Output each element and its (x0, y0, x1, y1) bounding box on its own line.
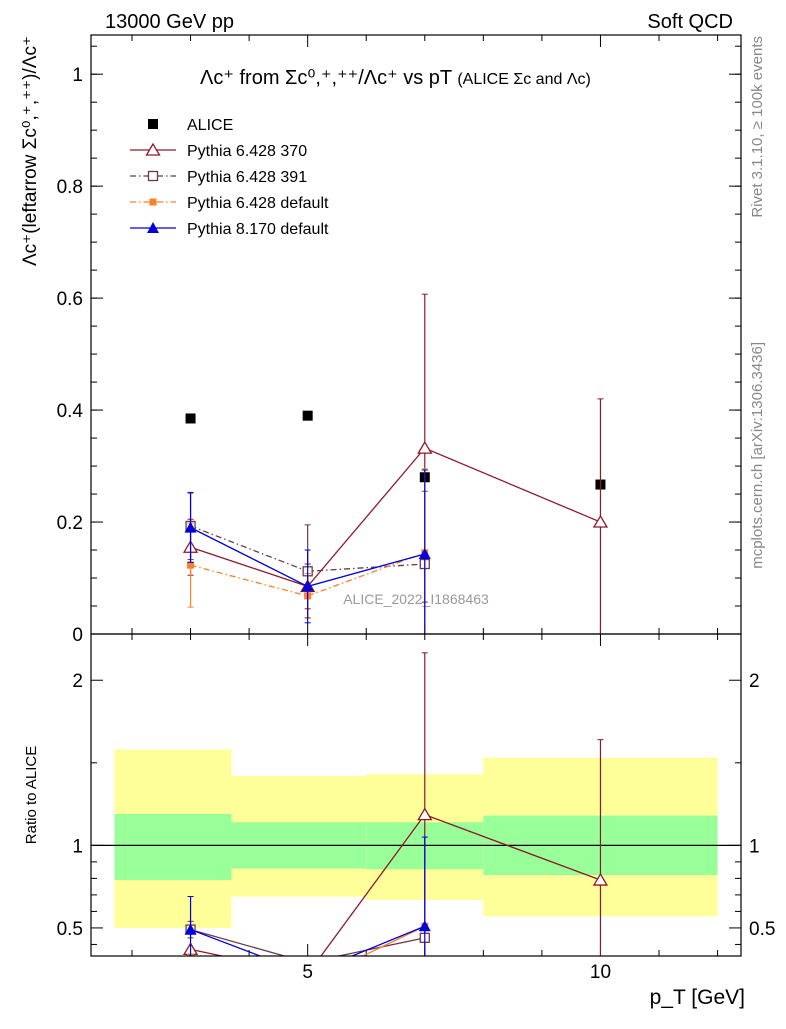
x-tick-label: 10 (590, 962, 611, 983)
ratio-series-line (190, 928, 425, 956)
analysis-id: ALICE_2022_I1868463 (343, 591, 489, 607)
category-label: Soft QCD (647, 11, 733, 33)
legend-label: Pythia 6.428 391 (187, 169, 307, 186)
legend: ALICE Pythia 6.428 370 Pythia 6.428 391 Pyt… (130, 117, 329, 238)
legend-item: Pythia 6.428 default (130, 195, 329, 212)
main-data-point (301, 580, 314, 592)
ratio-y-tick-label: 1 (72, 836, 83, 857)
main-data-point (418, 547, 431, 559)
legend-item: ALICE (148, 117, 233, 134)
legend-marker (147, 222, 159, 233)
main-title: Λc⁺ from Σc⁰,⁺,⁺⁺/Λc⁺ vs pT (ALICE Σc an… (200, 67, 591, 89)
main-data-point (592, 514, 609, 528)
ratio-uncertainty-bands (91, 749, 741, 928)
main-data-point (187, 561, 195, 569)
y-tick-label: 1 (72, 65, 83, 86)
legend-marker (147, 170, 159, 182)
ratio-y-tick-label: 2 (72, 671, 83, 692)
ratio-y-axis-label: Ratio to ALICE (23, 746, 40, 844)
main-series-line (190, 552, 426, 597)
ratio-y-tick-label-right: 0.5 (749, 919, 775, 940)
ratio-y-tick-label: 0.5 (57, 919, 83, 940)
rivet-label: Rivet 3.1.10, ≥ 100k events (749, 36, 766, 218)
legend-label: ALICE (187, 117, 233, 134)
ratio-data-point (592, 872, 609, 886)
ratio-series-line (361, 925, 426, 956)
main-data-point (417, 440, 433, 454)
main-data-point (184, 521, 197, 533)
y-tick-label: 0.8 (57, 177, 83, 198)
ratio-y-tick-label-right: 1 (749, 836, 760, 857)
legend-label: Pythia 6.428 default (187, 195, 329, 212)
y-tick-label: 0 (72, 625, 83, 646)
legend-label: Pythia 6.428 370 (187, 143, 307, 160)
energy-label: 13000 GeV pp (105, 11, 234, 33)
main-series-4 (184, 469, 431, 634)
legend-marker (149, 198, 157, 206)
ratio-y-tick-label-right: 2 (749, 671, 760, 692)
y-tick-label: 0.2 (57, 513, 83, 534)
x-axis-label: p_T [GeV] (650, 986, 745, 1009)
legend-item: Pythia 8.170 default (130, 221, 329, 238)
legend-item: Pythia 6.428 370 (130, 142, 307, 160)
main-series-line (190, 447, 601, 588)
main-data-point (185, 413, 196, 424)
y-tick-label: 0.6 (57, 289, 83, 310)
main-data-point (302, 410, 313, 421)
legend-item: Pythia 6.428 391 (130, 169, 307, 186)
main-y-axis-label: Λc⁺(leftarrow Σc⁰,⁺,⁺⁺)/Λc⁺ (20, 36, 41, 266)
y-tick-label: 0.4 (57, 401, 84, 422)
main-series-0 (185, 410, 606, 490)
ratio-series-3 (184, 836, 431, 956)
legend-marker (145, 142, 161, 156)
ratio-series-line (190, 813, 601, 956)
ratio-panel-frame (90, 633, 742, 957)
main-panel-series (182, 293, 609, 634)
x-tick-label: 5 (302, 962, 313, 983)
ratio-series-line (190, 925, 426, 956)
ratio-data-point (417, 807, 433, 821)
legend-label: Pythia 8.170 default (187, 221, 329, 238)
legend-marker (148, 119, 158, 129)
mcplots-label: mcplots.cern.ch [arXiv:1306.3436] (749, 342, 766, 569)
ratio-data-point (184, 923, 197, 935)
ratio-data-point (418, 920, 431, 932)
ratio-panel-series (182, 652, 609, 956)
ratio-band-inner (114, 813, 232, 881)
